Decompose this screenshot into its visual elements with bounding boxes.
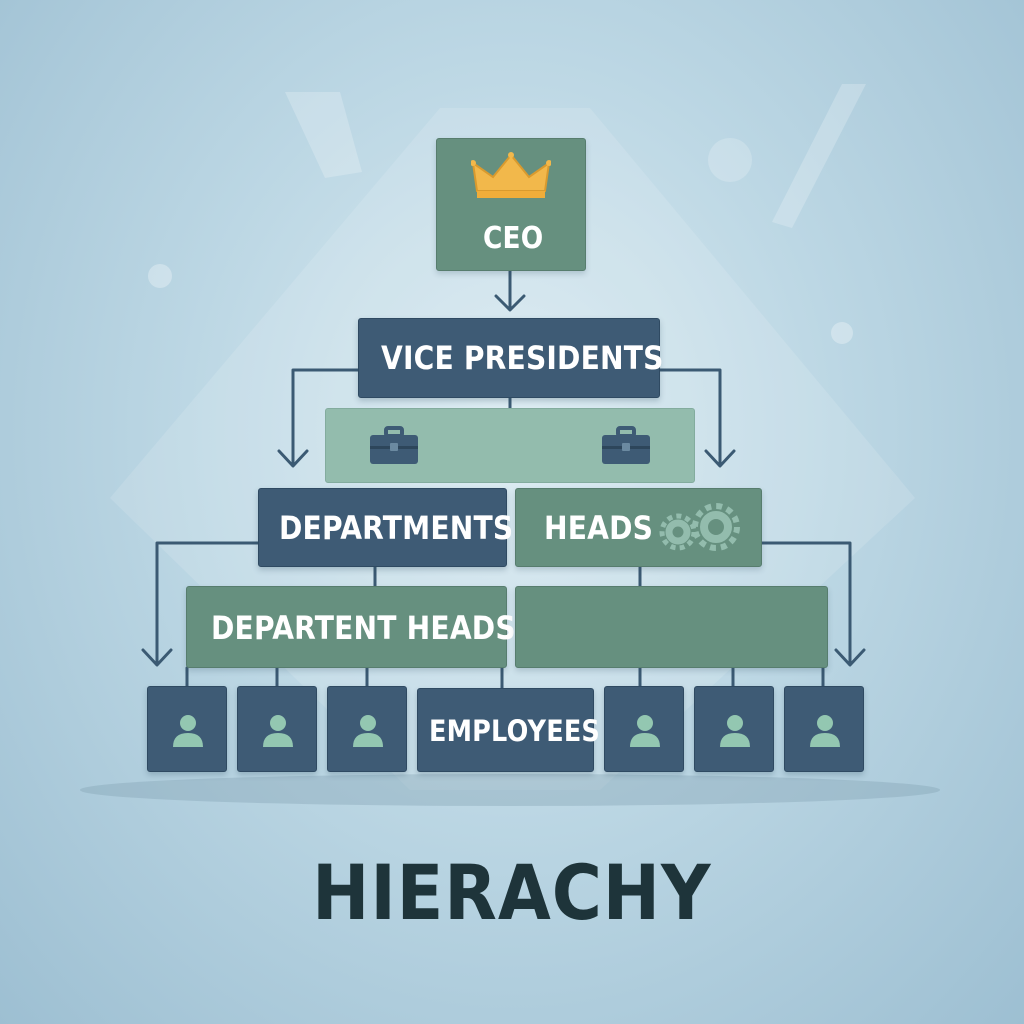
ceo-node: CEO: [436, 138, 586, 271]
person-icon: [353, 715, 383, 747]
vice-presidents-node: VICE PRESIDENTS: [358, 318, 663, 398]
person-icon: [630, 715, 660, 747]
employees-label: EMPLOYEES: [429, 714, 600, 748]
briefcase-icon: [370, 426, 418, 464]
person-icon: [720, 715, 750, 747]
person-icon: [810, 715, 840, 747]
vice-presidents-label: VICE PRESIDENTS: [381, 339, 664, 377]
employee-node: [604, 686, 684, 772]
person-icon: [173, 715, 203, 747]
employee-node: [147, 686, 227, 772]
department-heads-node-right: [515, 586, 828, 668]
person-icon: [263, 715, 293, 747]
heads-label: HEADS: [544, 509, 654, 547]
ceo-label: CEO: [483, 221, 544, 256]
gears-icon: [659, 503, 740, 551]
vice-presidents-band: [325, 408, 695, 483]
heads-node: HEADS: [515, 488, 762, 567]
crown-icon: [471, 152, 551, 198]
employees-node: EMPLOYEES: [417, 688, 600, 772]
department-heads-node: DEPARTENT HEADS: [186, 586, 516, 668]
employee-node: [694, 686, 774, 772]
employee-node: [784, 686, 864, 772]
department-heads-label: DEPARTENT HEADS: [211, 609, 516, 647]
diagram-title-text: HIERACHY: [312, 848, 712, 937]
diagram-title: HIERACHY: [0, 848, 1024, 937]
departments-label: DEPARTMENTS: [279, 509, 514, 547]
employee-node: [237, 686, 317, 772]
briefcase-icon: [602, 426, 650, 464]
departments-node: DEPARTMENTS: [258, 488, 513, 567]
employee-node: [327, 686, 407, 772]
